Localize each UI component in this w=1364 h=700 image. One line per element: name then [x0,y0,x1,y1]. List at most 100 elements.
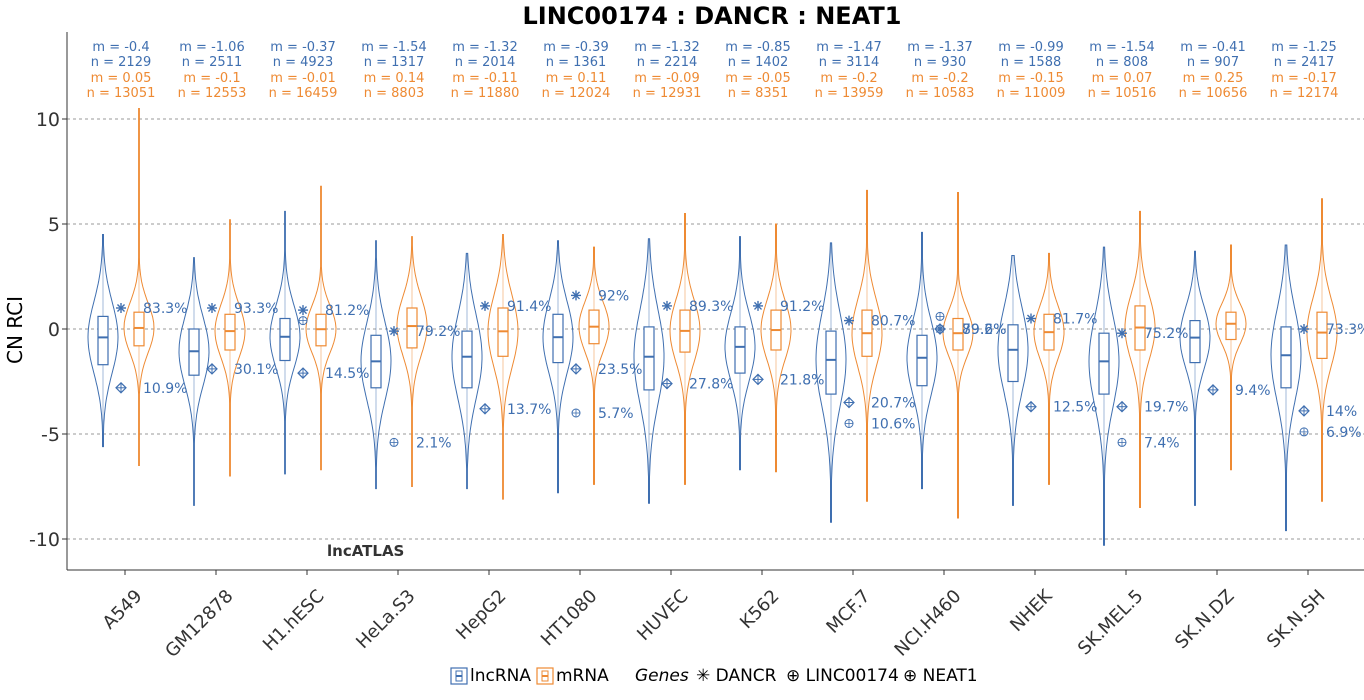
stat-label: m = -1.06 [179,40,244,55]
violin-lncRNA [815,242,847,523]
y-axis-label: CN RCI [3,296,27,364]
gene-pct-label: 23.5% [598,362,642,378]
linc00174-marker [115,381,127,394]
x-tick-label: SK.MEL.5 [1074,586,1148,660]
stat-label: m = -0.99 [998,40,1063,55]
linc00174-marker [570,363,582,375]
stat-label: n = 11880 [451,86,520,101]
gene-pct-label: 79.2% [416,324,460,340]
stat-label: m = -0.01 [270,71,335,86]
box-mRNA [1316,311,1328,360]
stat-labels: m = -0.4 m = -1.06 m = -0.37 m = -1.54 m = -… [87,40,1339,101]
stat-label: n = 8351 [728,86,788,101]
gene-pct-label: 20.7% [871,396,915,412]
danc-marker [298,305,308,316]
stat-label: m = -0.4 [92,40,149,55]
danc-marker [1117,328,1127,339]
stat-label: n = 11009 [997,86,1066,101]
stat-label: m = -0.41 [1180,40,1245,55]
legend-mrna-label: mRNA [556,666,609,686]
violin-mRNA [760,223,792,473]
neat1-marker [844,419,854,428]
stat-label: n = 1317 [364,55,424,70]
gene-pct-label: 7.4% [1144,435,1180,451]
violin-mRNA [578,246,610,485]
legend-gene-label: ⊕ NEAT1 [903,666,978,686]
stat-label: n = 10516 [1088,86,1157,101]
violin-lncRNA [633,238,665,504]
linc00174-marker [1025,400,1037,413]
stat-label: m = -1.54 [361,40,426,55]
linc00174-marker [843,396,855,409]
stat-label: n = 12553 [178,86,247,101]
gene-pct-label: 19.7% [1144,400,1188,416]
x-tick-label: HepG2 [452,586,510,644]
stat-label: n = 2129 [91,55,151,70]
stat-label: m = -0.37 [270,40,335,55]
stat-label: n = 13051 [87,86,156,101]
x-tick-label: A549 [99,586,147,634]
stat-label: m = 0.05 [91,71,152,86]
box-lncRNA [461,330,473,389]
y-ticks: 10 5 0 -5 -10 [29,109,67,551]
x-ticks: A549 GM12878 H1.hESC HeLa.S3 HepG2 HT1080 HUVE… [99,570,1330,662]
stat-label: n = 1402 [728,55,788,70]
legend-mrna-key [536,667,554,685]
linc00174-marker [1116,400,1128,413]
danc-marker [480,300,490,311]
danc-marker [662,300,672,311]
neat1-marker [389,437,399,447]
stat-label: m = -1.47 [816,40,881,55]
neat1-marker [1299,427,1309,437]
danc-marker [116,303,126,313]
linc00174-marker [1207,384,1219,396]
legend-lncrna-label: lncRNA [470,666,531,686]
gene-pct-label: 83.3% [143,301,187,317]
legend-gene-label: ⊕ LINC00174 [786,666,899,686]
stat-label: n = 808 [1096,55,1148,70]
stat-label: m = 0.25 [1183,71,1244,86]
gene-markers: 83.3% 93.3% 81.2% 79.2% 91.4% 92% 89.3% 91.2% 80… [115,288,1364,451]
stat-label: m = -0.2 [820,71,877,86]
stat-label: m = -0.2 [911,71,968,86]
y-tick-label: -5 [41,424,60,446]
danc-marker [844,315,854,326]
x-tick-label: SK.N.DZ [1171,586,1238,653]
danc-marker [753,300,763,311]
gene-pct-label: 89.3% [689,299,733,315]
x-tick-label: GM12878 [161,586,237,662]
linc00174-marker [479,402,491,415]
stat-label: n = 16459 [269,86,338,101]
violin-lncRNA [1179,250,1211,506]
gene-pct-label: 10.6% [871,417,915,433]
stat-label: m = -1.32 [634,40,699,55]
stat-label: m = -1.54 [1089,40,1154,55]
legend-gene-label: ✳ DANCR [696,666,777,686]
stat-label: m = -1.25 [1271,40,1336,55]
box-lncRNA [279,317,291,362]
violin-mRNA [851,189,883,502]
stat-label: m = -0.11 [452,71,517,86]
violin-lncRNA [1088,246,1120,546]
gene-pct-label: 73.3% [1326,322,1364,338]
gene-pct-label: 21.8% [780,372,824,388]
violin-lncRNA [906,231,938,490]
box-lncRNA [643,326,655,391]
violin-mRNA [1215,244,1247,471]
gene-pct-label: 81.2% [325,303,369,319]
box-mRNA [224,313,236,351]
stat-label: n = 1588 [1001,55,1061,70]
danc-marker [389,326,399,337]
stat-label: n = 2511 [182,55,242,70]
box-mRNA [1225,311,1237,341]
gene-pct-label: 75.2% [1144,326,1188,342]
stat-label: n = 2214 [637,55,697,70]
danc-marker [207,303,217,313]
stat-label: m = 0.14 [364,71,425,86]
x-tick-label: H1.hESC [259,586,329,656]
gene-pct-label: 89.6% [962,322,1006,338]
gene-pct-label: 81.7% [1053,312,1097,328]
x-tick-label: NCI.H460 [891,586,966,661]
stat-label: n = 3114 [819,55,879,70]
stat-label: n = 4923 [273,55,333,70]
